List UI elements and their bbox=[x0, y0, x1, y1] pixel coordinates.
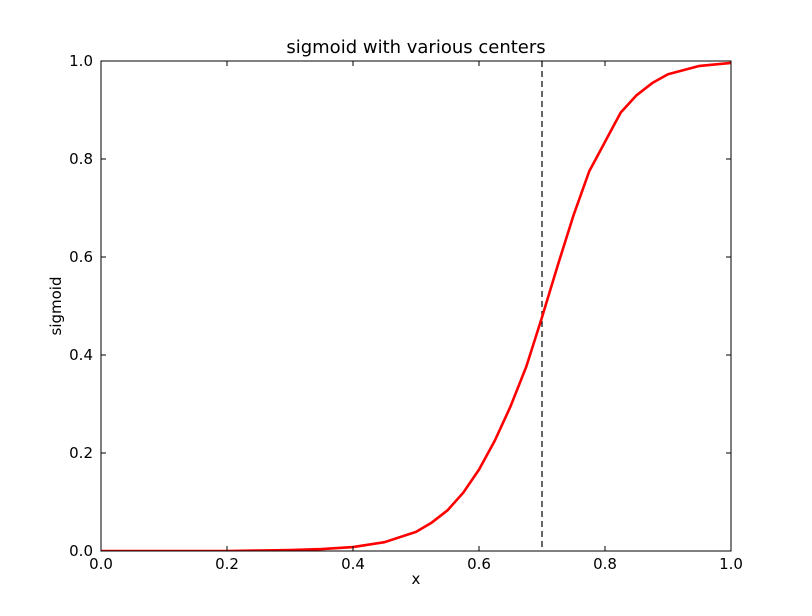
y-tick-label: 1.0 bbox=[69, 52, 93, 70]
y-axis-label: sigmoid bbox=[47, 277, 65, 336]
axis-ticks: 0.0 0.2 0.4 0.6 0.8 1.0 0.0 0.2 0.4 0.6 0.8 1.0 bbox=[69, 52, 743, 573]
plot-area bbox=[100, 60, 732, 552]
x-tick-label: 0.8 bbox=[593, 555, 617, 573]
y-tick-label: 0.2 bbox=[69, 444, 93, 462]
x-axis-label: x bbox=[412, 570, 421, 588]
x-tick-label: 0.4 bbox=[341, 555, 365, 573]
x-tick-label: 0.2 bbox=[215, 555, 239, 573]
x-tick-label: 0.0 bbox=[89, 555, 113, 573]
x-tick-label: 1.0 bbox=[719, 555, 743, 573]
y-tick-label: 0.4 bbox=[69, 346, 93, 364]
y-tick-label: 0.6 bbox=[69, 248, 93, 266]
plot-background bbox=[101, 61, 731, 551]
y-tick-label: 0.0 bbox=[69, 542, 93, 560]
chart-title: sigmoid with various centers bbox=[286, 37, 545, 58]
y-tick-label: 0.8 bbox=[69, 150, 93, 168]
x-tick-label: 0.6 bbox=[467, 555, 491, 573]
axes-frame bbox=[100, 60, 732, 552]
